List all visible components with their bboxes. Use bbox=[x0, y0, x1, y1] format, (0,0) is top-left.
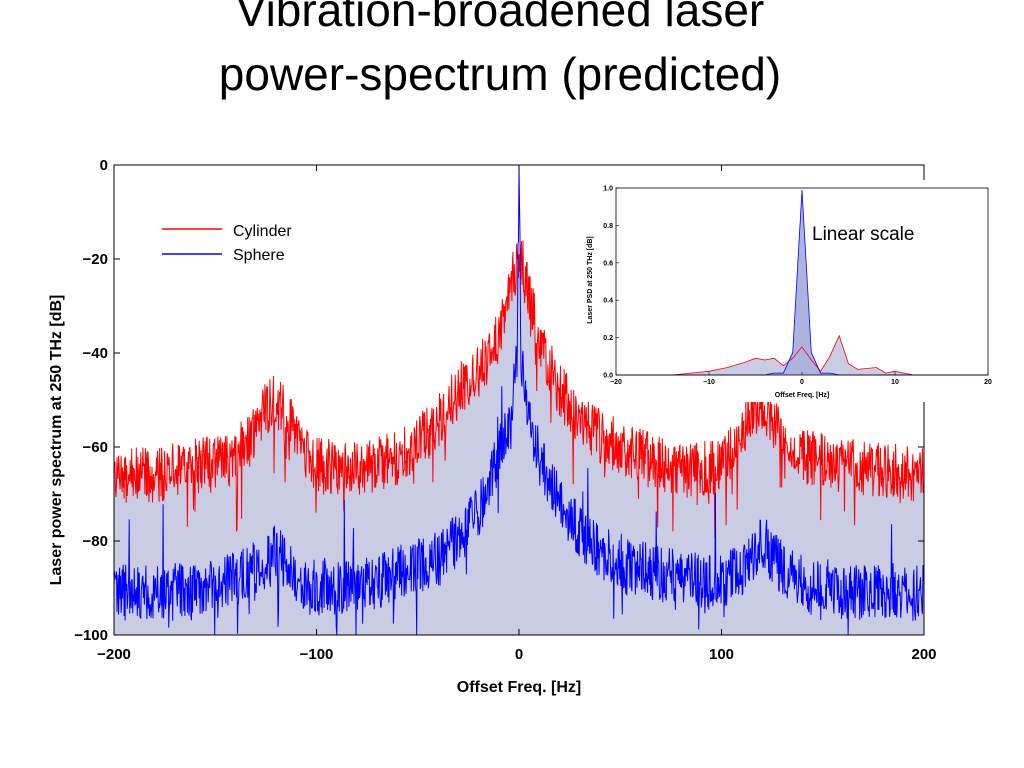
inset-y-axis-title: Laser PSD at 250 THz [dB] bbox=[587, 236, 594, 324]
linear-scale-annotation: Linear scale bbox=[812, 224, 914, 245]
x-axis-title: Offset Freq. [Hz] bbox=[457, 679, 581, 696]
inset-linear-chart: −20 −10 0 10 20 0.0 0.2 0.4 0.6 0.8 1.0 Linear sca… bbox=[578, 180, 996, 402]
y-tick-label: 0 bbox=[100, 157, 108, 174]
legend-label-cylinder: Cylinder bbox=[233, 223, 292, 240]
inset-x-tick-label: 0 bbox=[800, 379, 804, 386]
legend-label-sphere: Sphere bbox=[233, 247, 285, 264]
cylinder-fill-area bbox=[114, 240, 924, 635]
inset-x-tick-label: 10 bbox=[891, 379, 899, 386]
inset-x-tick-label: −10 bbox=[703, 379, 715, 386]
slide-title: Vibration-broadened laser power-spectrum… bbox=[0, 0, 1000, 106]
y-axis-title: Laser power spectrum at 250 THz [dB] bbox=[48, 295, 65, 586]
x-tick-label: 0 bbox=[515, 646, 523, 663]
y-tick-label: −60 bbox=[83, 439, 108, 456]
inset-y-tick-label: 1.0 bbox=[603, 186, 613, 193]
y-tick-label: −80 bbox=[83, 533, 108, 550]
inset-y-tick-label: 0.2 bbox=[603, 335, 613, 342]
y-tick-label: −20 bbox=[83, 251, 108, 268]
y-tick-label: −100 bbox=[74, 627, 108, 644]
x-tick-label: −100 bbox=[300, 646, 334, 663]
inset-axis-ticks: −20 −10 0 10 20 0.0 0.2 0.4 0.6 0.8 1.0 bbox=[603, 186, 992, 387]
x-tick-label: −200 bbox=[97, 646, 131, 663]
slide-title-line-1: Vibration-broadened laser bbox=[235, 0, 765, 36]
inset-x-tick-label: 20 bbox=[984, 379, 992, 386]
inset-x-tick-label: −20 bbox=[610, 379, 622, 386]
x-tick-label: 100 bbox=[709, 646, 734, 663]
x-tick-label: 200 bbox=[911, 646, 936, 663]
y-tick-label: −40 bbox=[83, 345, 108, 362]
series-line-cylinder bbox=[113, 240, 925, 538]
inset-y-tick-label: 0.8 bbox=[603, 223, 613, 230]
inset-fill-layer bbox=[616, 189, 988, 375]
slide-title-line-2: power-spectrum (predicted) bbox=[218, 48, 782, 100]
sphere-fill-area bbox=[114, 240, 924, 635]
legend: Cylinder Sphere bbox=[162, 223, 292, 264]
inset-series-line-cylinder bbox=[616, 334, 988, 376]
inset-y-tick-label: 0.0 bbox=[603, 373, 613, 380]
inset-y-tick-label: 0.6 bbox=[603, 260, 613, 267]
inset-sphere-fill bbox=[616, 189, 988, 375]
inset-x-axis-title: Offset Freq. [Hz] bbox=[775, 392, 829, 399]
inset-y-tick-label: 0.4 bbox=[603, 298, 613, 305]
